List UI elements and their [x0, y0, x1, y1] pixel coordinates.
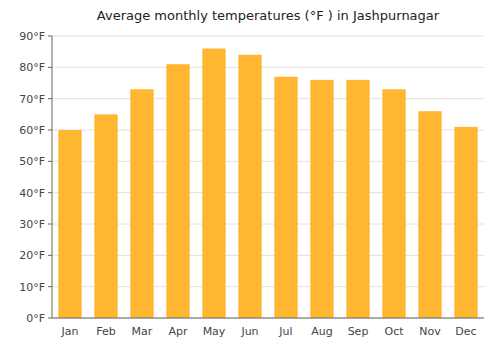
y-axis-line [52, 36, 53, 318]
y-tick-label: 50°F [19, 155, 45, 168]
x-tick-label: Dec [455, 325, 476, 338]
y-tick [48, 36, 52, 37]
y-tick-label: 90°F [19, 30, 45, 43]
y-tick [48, 224, 52, 225]
y-tick-label: 10°F [19, 281, 45, 294]
x-tick-label: Apr [168, 325, 188, 338]
bar [130, 89, 153, 318]
grid [52, 36, 484, 318]
y-tick [48, 161, 52, 162]
x-tick-label: Jul [278, 325, 292, 338]
y-tick [48, 318, 52, 319]
y-tick-label: 20°F [19, 249, 45, 262]
x-tick-label: Jun [240, 325, 258, 338]
x-axis: Jan Feb Mar Apr May Jun Jul Aug Sep Oct Nov Dec [52, 318, 484, 338]
y-axis: 0°F 10°F 20°F 30°F 40°F 50°F 60°F 70°F 80°F 90°F [19, 30, 52, 325]
y-tick [48, 98, 52, 99]
y-tick [48, 255, 52, 256]
bar [274, 77, 297, 318]
chart-container: Average monthly temperatures (°F ) in Ja… [0, 0, 500, 350]
bar [94, 114, 117, 318]
grid-line [52, 67, 484, 68]
bar [238, 55, 261, 318]
x-tick-label: Sep [348, 325, 369, 338]
grid-line [52, 98, 484, 99]
bar [454, 127, 477, 318]
bar [202, 49, 225, 318]
bar [58, 130, 81, 318]
y-tick-label: 80°F [19, 61, 45, 74]
y-tick-label: 40°F [19, 187, 45, 200]
y-tick-label: 70°F [19, 93, 45, 106]
grid-line [52, 318, 484, 319]
bar [382, 89, 405, 318]
y-tick-label: 0°F [26, 312, 45, 325]
x-tick-label: Aug [311, 325, 332, 338]
y-tick-label: 30°F [19, 218, 45, 231]
x-tick-label: Feb [96, 325, 115, 338]
bar [346, 80, 369, 318]
x-axis-line [52, 318, 484, 319]
bar [166, 64, 189, 318]
y-tick [48, 192, 52, 193]
y-tick [48, 286, 52, 287]
x-tick-label: May [203, 325, 226, 338]
bar [310, 80, 333, 318]
bars [58, 49, 477, 318]
x-tick-label: Jan [61, 325, 79, 338]
y-tick-label: 60°F [19, 124, 45, 137]
x-tick-label: Nov [419, 325, 441, 338]
x-tick-label: Mar [132, 325, 153, 338]
y-tick [48, 130, 52, 131]
x-tick-label: Oct [384, 325, 404, 338]
chart-svg: Average monthly temperatures (°F ) in Ja… [0, 0, 500, 350]
grid-line [52, 36, 484, 37]
title: Average monthly temperatures (°F ) in Ja… [97, 8, 440, 23]
bar [418, 111, 441, 318]
y-tick [48, 67, 52, 68]
